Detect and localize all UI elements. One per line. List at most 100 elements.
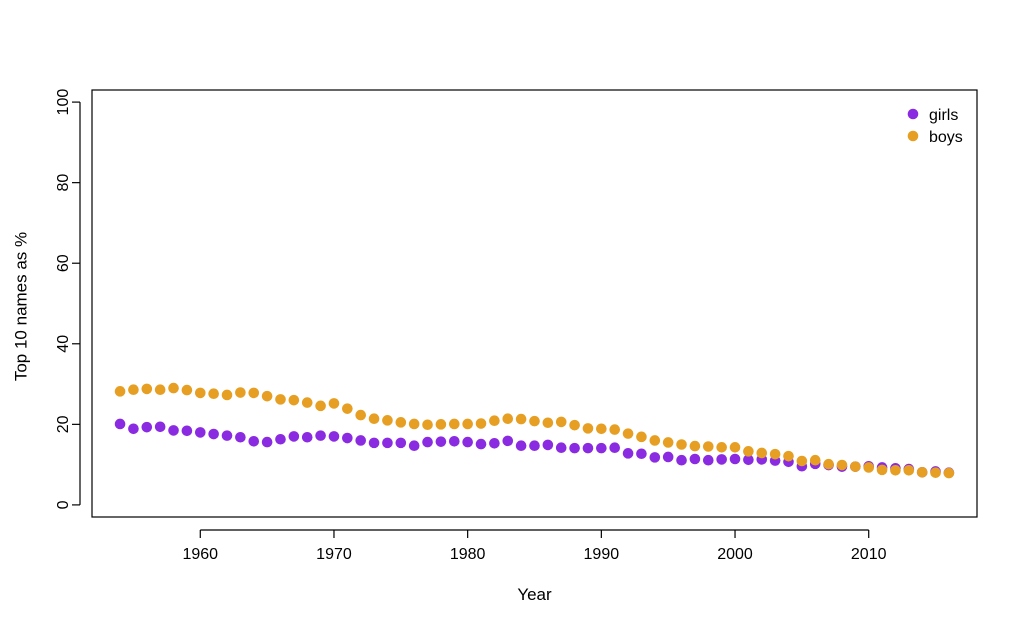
legend-label-girls: girls [929, 107, 958, 124]
point-girls [716, 454, 727, 465]
point-boys [475, 418, 487, 429]
x-tick-label: 2000 [717, 546, 753, 563]
point-girls [569, 442, 580, 454]
x-tick-label: 1960 [182, 546, 218, 563]
x-axis-title: Year [517, 585, 552, 604]
point-girls [382, 437, 393, 449]
point-boys [529, 415, 540, 427]
point-boys [729, 442, 741, 453]
point-girls [168, 425, 179, 436]
point-boys [662, 437, 674, 448]
point-boys [622, 428, 634, 439]
y-axis-title: Top 10 names as % [11, 232, 30, 381]
data-points [114, 382, 955, 479]
y-tick-label: 100 [55, 89, 72, 116]
point-girls [275, 433, 286, 445]
point-girls [515, 440, 527, 451]
legend-marker-boys [907, 130, 919, 142]
legend: girls boys [907, 107, 963, 146]
point-boys [154, 384, 166, 396]
point-girls [408, 440, 420, 451]
point-boys [141, 383, 153, 395]
point-boys [422, 419, 433, 431]
point-boys [301, 397, 313, 408]
point-boys [876, 464, 888, 476]
x-tick-label: 1980 [450, 546, 486, 563]
point-boys [890, 464, 901, 476]
point-boys [943, 467, 955, 479]
point-girls [301, 431, 313, 443]
point-boys [769, 448, 781, 460]
point-boys [435, 419, 447, 430]
point-boys [836, 459, 848, 471]
point-boys [382, 415, 393, 426]
point-girls [702, 454, 714, 466]
point-girls [141, 421, 153, 433]
point-girls [596, 442, 607, 454]
point-girls [235, 431, 246, 443]
point-girls [689, 453, 701, 465]
point-girls [555, 442, 567, 454]
point-boys [368, 413, 380, 425]
y-tick-label: 0 [55, 500, 72, 509]
point-girls [609, 442, 621, 454]
point-boys [275, 394, 286, 405]
point-girls [462, 436, 473, 448]
point-girls [582, 442, 594, 454]
point-boys [689, 440, 701, 452]
point-girls [181, 425, 193, 437]
point-girls [315, 430, 326, 441]
y-axis: 0 20 40 60 80 100 [55, 89, 81, 509]
point-boys [930, 467, 941, 478]
point-boys [448, 418, 460, 430]
point-girls [489, 437, 500, 449]
y-tick-label: 40 [55, 335, 72, 353]
point-boys [863, 462, 875, 473]
point-girls [355, 435, 367, 446]
point-boys [743, 446, 754, 457]
point-boys [796, 455, 808, 467]
point-girls [448, 435, 460, 447]
point-girls [248, 435, 260, 447]
point-girls [114, 418, 126, 430]
point-boys [596, 423, 607, 435]
point-boys [702, 441, 714, 452]
y-tick-label: 60 [55, 254, 72, 272]
point-boys [809, 454, 821, 466]
point-boys [261, 390, 273, 402]
point-girls [529, 440, 540, 451]
point-boys [916, 466, 928, 478]
point-boys [248, 387, 260, 399]
point-boys [208, 388, 219, 400]
point-boys [355, 409, 367, 421]
point-boys [168, 382, 179, 394]
point-girls [261, 436, 273, 448]
point-girls [622, 448, 634, 459]
point-girls [662, 451, 674, 463]
point-boys [555, 416, 567, 428]
legend-label-boys: boys [929, 129, 963, 146]
point-boys [489, 415, 500, 427]
point-girls [154, 421, 166, 433]
x-axis: 1960 1970 1980 1990 2000 2010 [182, 529, 887, 563]
point-girls [368, 437, 380, 449]
y-tick-label: 20 [55, 415, 72, 433]
point-boys [128, 384, 139, 396]
y-tick-label: 80 [55, 174, 72, 192]
point-girls [435, 436, 447, 447]
point-girls [208, 428, 219, 440]
point-boys [288, 394, 300, 406]
legend-marker-girls [907, 108, 919, 120]
point-girls [422, 436, 433, 448]
point-girls [128, 423, 139, 435]
point-girls [743, 454, 754, 466]
point-girls [395, 437, 407, 449]
point-boys [502, 413, 514, 425]
x-tick-label: 2010 [851, 546, 887, 563]
point-girls [542, 439, 554, 451]
point-girls [502, 435, 514, 447]
point-boys [408, 418, 420, 430]
point-boys [903, 464, 915, 476]
point-boys [315, 400, 326, 412]
